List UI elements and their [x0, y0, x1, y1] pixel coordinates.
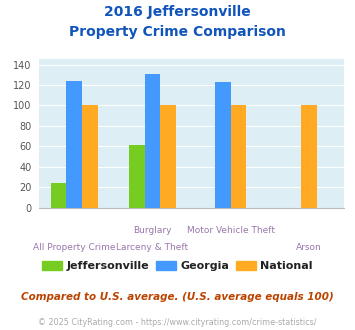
Bar: [66, 81, 82, 208]
Legend: Jeffersonville, Georgia, National: Jeffersonville, Georgia, National: [38, 256, 317, 276]
Bar: [160, 106, 176, 208]
Bar: [231, 106, 246, 208]
Text: Motor Vehicle Theft: Motor Vehicle Theft: [187, 226, 275, 235]
Text: Larceny & Theft: Larceny & Theft: [116, 243, 189, 251]
Bar: [215, 82, 231, 208]
Bar: [82, 106, 98, 208]
Bar: [51, 183, 66, 208]
Text: All Property Crime: All Property Crime: [33, 243, 115, 251]
Bar: [145, 74, 160, 208]
Text: Arson: Arson: [296, 243, 322, 251]
Text: Burglary: Burglary: [133, 226, 172, 235]
Bar: [301, 106, 317, 208]
Bar: [129, 146, 145, 208]
Text: © 2025 CityRating.com - https://www.cityrating.com/crime-statistics/: © 2025 CityRating.com - https://www.city…: [38, 318, 317, 327]
Text: Property Crime Comparison: Property Crime Comparison: [69, 25, 286, 39]
Text: Compared to U.S. average. (U.S. average equals 100): Compared to U.S. average. (U.S. average …: [21, 292, 334, 302]
Text: 2016 Jeffersonville: 2016 Jeffersonville: [104, 5, 251, 19]
